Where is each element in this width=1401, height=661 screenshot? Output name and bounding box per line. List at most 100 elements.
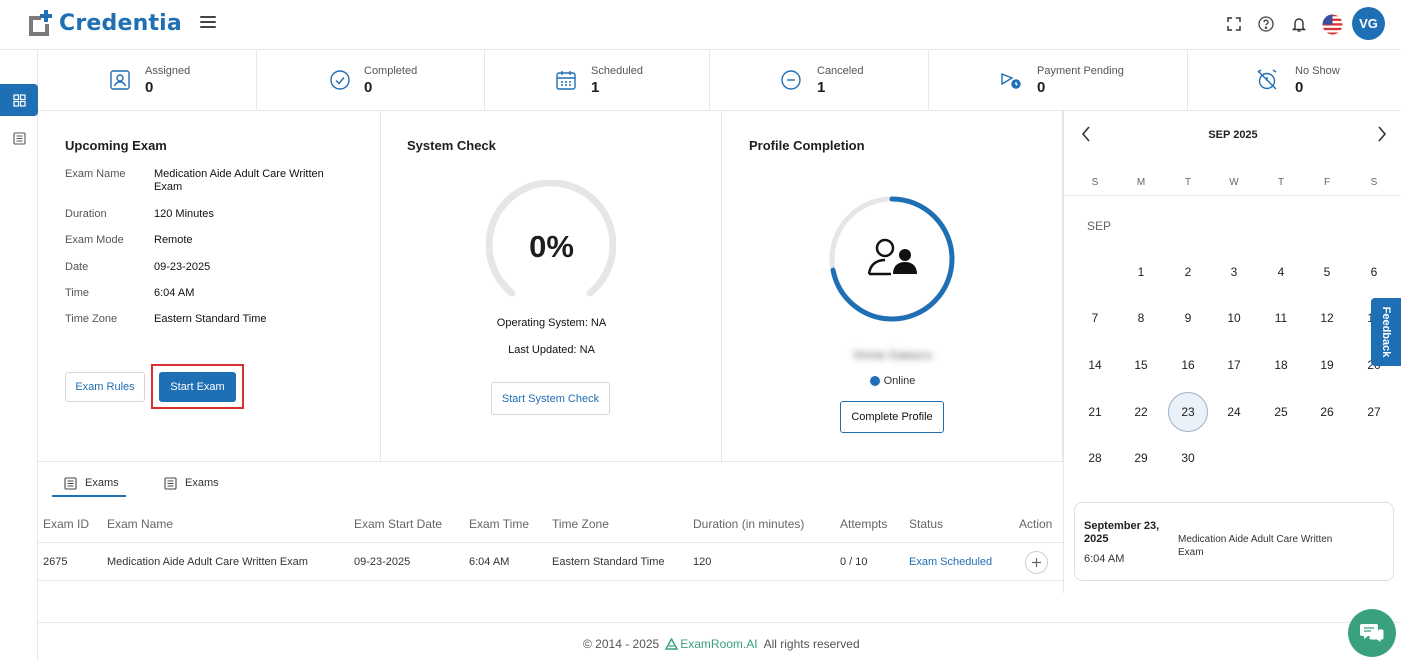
calendar-day[interactable]: 29 [1134, 451, 1148, 465]
start-exam-button[interactable]: Start Exam [159, 372, 236, 402]
calendar-day[interactable]: 12 [1320, 311, 1334, 325]
system-check-title: System Check [407, 138, 496, 153]
calendar-event-card[interactable]: September 23, 2025 6:04 AM Medication Ai… [1074, 502, 1394, 581]
complete-profile-button[interactable]: Complete Profile [840, 401, 944, 433]
tab-exams-1[interactable]: Exams [64, 470, 119, 496]
stat-completed[interactable]: Completed 0 [257, 50, 485, 110]
menu-toggle-icon[interactable] [200, 16, 216, 30]
time-zone-value: Eastern Standard Time [154, 313, 267, 325]
active-tab-indicator [52, 495, 126, 497]
stat-assigned[interactable]: Assigned 0 [38, 50, 257, 110]
col-header-time-zone[interactable]: Time Zone [552, 517, 609, 531]
field-label: Duration [65, 208, 107, 220]
calendar-day[interactable]: 30 [1181, 451, 1195, 465]
dashboard-icon [12, 93, 26, 107]
calendar-day[interactable]: 10 [1227, 311, 1241, 325]
calendar-day[interactable]: 22 [1134, 405, 1148, 419]
exam-name-value: Medication Aide Adult Care Written Exam [154, 168, 324, 193]
calendar-day-selected[interactable]: 23 [1168, 392, 1208, 432]
exam-rules-button[interactable]: Exam Rules [65, 372, 145, 402]
col-header-action: Action [1019, 517, 1053, 531]
cell-exam-name: Medication Aide Adult Care Written Exam [107, 556, 308, 568]
stat-payment-pending[interactable]: Payment Pending 0 [929, 50, 1188, 110]
bell-icon[interactable] [1290, 15, 1308, 33]
examroom-brand[interactable]: ExamRoom.AI [665, 637, 758, 651]
tab-exams-2[interactable]: Exams [164, 470, 219, 496]
next-month-icon[interactable] [1376, 125, 1388, 143]
help-icon[interactable] [1257, 15, 1275, 33]
fullscreen-icon[interactable] [1225, 15, 1243, 33]
cell-status[interactable]: Exam Scheduled [909, 556, 993, 568]
calendar-day[interactable]: 19 [1320, 358, 1334, 372]
stat-value: 0 [145, 79, 154, 96]
prev-month-icon[interactable] [1080, 125, 1092, 143]
user-avatar[interactable]: VG [1352, 7, 1385, 40]
row-action-button[interactable] [1025, 551, 1048, 574]
calendar-day[interactable]: 27 [1367, 405, 1381, 419]
weekday-label: F [1323, 177, 1331, 188]
col-header-attempts[interactable]: Attempts [840, 517, 888, 531]
calendar-day[interactable]: 3 [1230, 265, 1238, 279]
stat-scheduled[interactable]: Scheduled 1 [485, 50, 710, 110]
col-header-duration[interactable]: Duration (in minutes) [693, 517, 805, 531]
calendar-day[interactable]: 11 [1274, 311, 1288, 325]
col-header-status[interactable]: Status [909, 517, 944, 531]
sidebar-item-list[interactable] [0, 126, 38, 150]
col-header-exam-id[interactable]: Exam ID [43, 517, 90, 531]
stat-no-show[interactable]: No Show 0 [1188, 50, 1401, 110]
calendar-day[interactable]: 21 [1088, 405, 1102, 419]
cell-time-zone: Eastern Standard Time [552, 556, 665, 568]
calendar-month-label: SEP 2025 [1208, 129, 1258, 141]
calendar-day[interactable]: 14 [1088, 358, 1102, 372]
calendar-day[interactable]: 5 [1323, 265, 1331, 279]
footer: © 2014 - 2025 ExamRoom.AI All rights res… [583, 637, 860, 651]
stat-value: 0 [1295, 79, 1304, 96]
us-flag-icon[interactable] [1322, 14, 1343, 35]
list-icon [164, 476, 177, 490]
credentia-logo[interactable]: Credentia [27, 10, 182, 36]
app-name: Credentia [59, 10, 182, 36]
calendar-day[interactable]: 16 [1181, 358, 1195, 372]
weekday-label: W [1229, 177, 1239, 188]
field-label: Date [65, 261, 89, 273]
upcoming-exam-panel: Upcoming Exam Exam Name Medication Aide … [38, 111, 381, 461]
calendar-day[interactable]: 4 [1277, 265, 1285, 279]
tab-label: Exams [185, 477, 219, 489]
calendar-day[interactable]: 7 [1091, 311, 1099, 325]
col-header-exam-name[interactable]: Exam Name [107, 517, 174, 531]
calendar-day[interactable]: 8 [1137, 311, 1145, 325]
stat-label: Payment Pending [1037, 65, 1124, 77]
calendar-day[interactable]: 2 [1184, 265, 1192, 279]
calendar-day[interactable]: 15 [1134, 358, 1148, 372]
cell-attempts: 0 / 10 [840, 556, 868, 568]
calendar-day[interactable]: 25 [1274, 405, 1288, 419]
calendar-day[interactable]: 28 [1088, 451, 1102, 465]
sidebar-item-dashboard[interactable] [0, 84, 38, 116]
calendar-day[interactable]: 17 [1227, 358, 1241, 372]
col-header-exam-time[interactable]: Exam Time [469, 517, 530, 531]
feedback-tab[interactable]: Feedback [1371, 298, 1401, 366]
system-check-gauge [486, 180, 616, 297]
field-label: Time [65, 287, 90, 299]
calendar-day[interactable]: 18 [1274, 358, 1288, 372]
stat-canceled[interactable]: Canceled 1 [710, 50, 929, 110]
calendar-day[interactable]: 9 [1184, 311, 1192, 325]
calendar-day[interactable]: 24 [1227, 405, 1241, 419]
calendar-divider [1064, 195, 1401, 196]
start-system-check-button[interactable]: Start System Check [491, 382, 610, 415]
weekday-label: M [1136, 177, 1146, 188]
col-header-start-date[interactable]: Exam Start Date [354, 517, 443, 531]
footer-divider [38, 622, 1401, 623]
profile-name: Vinnie Dalasco [852, 348, 933, 362]
duration-value: 120 Minutes [154, 208, 214, 220]
chat-widget-button[interactable] [1348, 609, 1396, 657]
check-circle-icon [330, 70, 350, 90]
stat-label: Completed [364, 65, 418, 77]
feedback-label: Feedback [1380, 306, 1392, 358]
calendar-day[interactable]: 6 [1370, 265, 1378, 279]
footer-copyright: © 2014 - 2025 [583, 637, 660, 651]
calendar-day[interactable]: 26 [1320, 405, 1334, 419]
calendar-day[interactable]: 1 [1137, 265, 1145, 279]
list-icon [64, 476, 77, 490]
